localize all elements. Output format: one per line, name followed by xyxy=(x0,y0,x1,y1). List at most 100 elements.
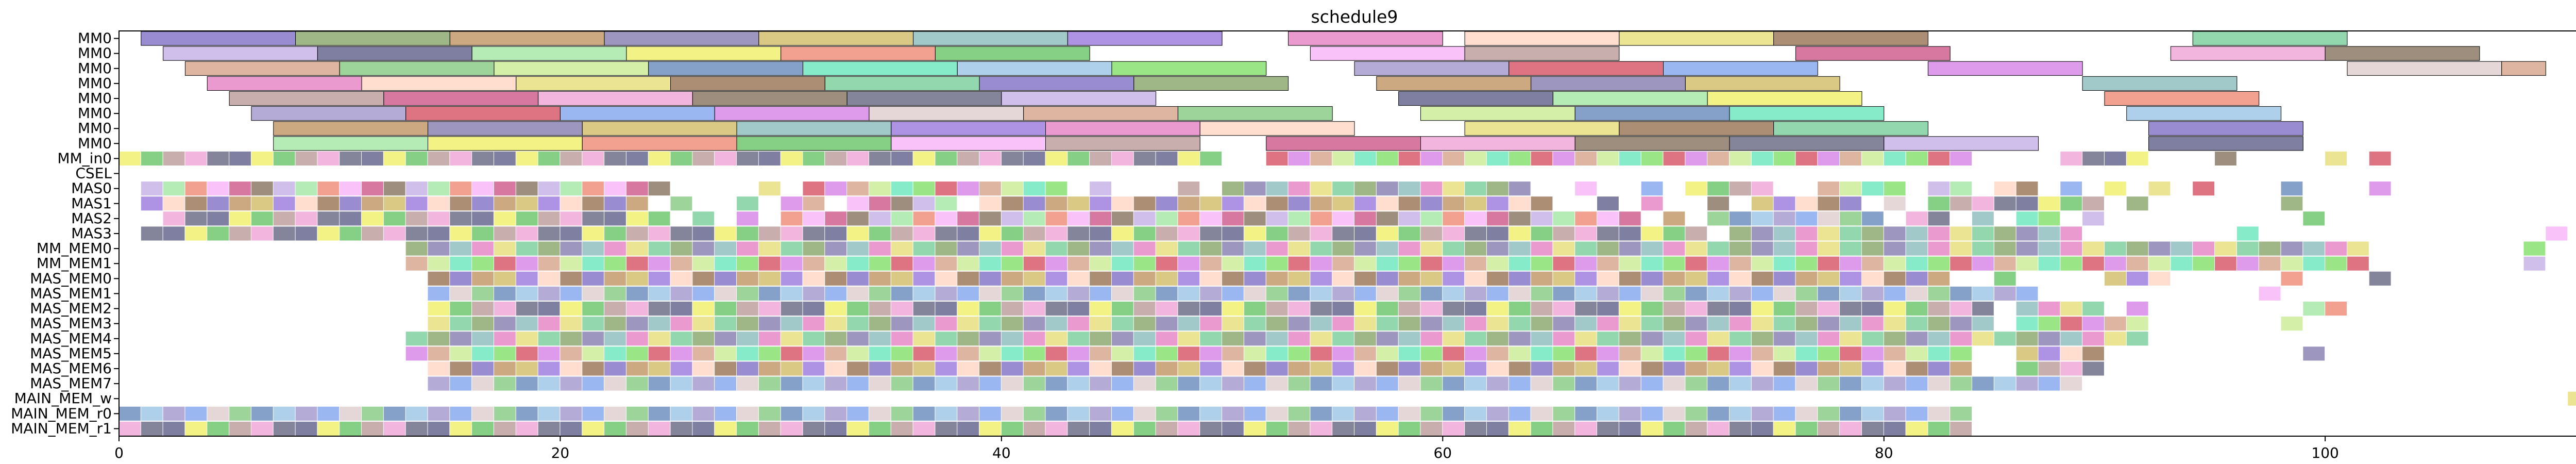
task-block xyxy=(1861,256,1884,271)
task-block xyxy=(1310,271,1332,286)
task-block xyxy=(1354,286,1376,301)
task-block xyxy=(1729,421,1751,436)
task-block xyxy=(781,406,803,421)
task-block xyxy=(1818,302,1840,316)
task-block xyxy=(2104,271,2126,286)
task-block xyxy=(1354,256,1376,271)
task-block xyxy=(869,346,891,361)
task-block xyxy=(626,181,648,196)
task-block xyxy=(1840,346,1861,361)
task-block xyxy=(670,302,692,316)
task-block xyxy=(758,317,781,331)
task-block xyxy=(1773,317,1795,331)
task-bar xyxy=(494,61,649,76)
task-block xyxy=(648,241,670,256)
task-block xyxy=(1376,241,1398,256)
task-block xyxy=(715,256,736,271)
task-block xyxy=(2060,332,2082,346)
task-block xyxy=(825,361,847,376)
task-block xyxy=(1707,211,1729,226)
task-block xyxy=(1244,196,1266,211)
task-block xyxy=(979,376,1001,391)
task-block xyxy=(1553,211,1575,226)
task-block xyxy=(1111,406,1133,421)
task-bar xyxy=(1531,76,1686,91)
task-block xyxy=(1354,226,1376,241)
task-block xyxy=(1398,181,1420,196)
task-block xyxy=(582,361,604,376)
task-block xyxy=(2193,241,2215,256)
task-block xyxy=(1884,271,1906,286)
task-block xyxy=(1354,346,1376,361)
task-block xyxy=(1884,226,1906,241)
task-block xyxy=(2038,376,2060,391)
y-tick-label: CSEL xyxy=(75,165,112,182)
task-block xyxy=(1553,286,1575,301)
task-block xyxy=(648,181,670,196)
task-bar xyxy=(1420,136,1575,151)
plot-frame xyxy=(118,30,2576,437)
task-block xyxy=(1266,317,1288,331)
task-block xyxy=(825,376,847,391)
task-block xyxy=(935,256,957,271)
task-block xyxy=(516,241,538,256)
task-block xyxy=(1928,421,1950,436)
task-block xyxy=(1950,302,1972,316)
task-block xyxy=(803,196,825,211)
task-block xyxy=(1288,406,1310,421)
task-block xyxy=(1090,332,1111,346)
y-tick-label: MAS0 xyxy=(71,180,112,197)
task-block xyxy=(737,361,758,376)
task-block xyxy=(1597,196,1619,211)
task-block xyxy=(758,421,781,436)
task-bar xyxy=(317,46,472,61)
task-block xyxy=(1133,421,1156,436)
task-block xyxy=(1663,271,1685,286)
task-block xyxy=(626,241,648,256)
task-block xyxy=(516,226,538,241)
task-bar xyxy=(1133,76,1289,91)
task-block xyxy=(1465,226,1486,241)
task-bar xyxy=(2082,76,2238,91)
task-block xyxy=(1729,302,1751,316)
task-block xyxy=(1795,376,1818,391)
task-block xyxy=(1928,317,1950,331)
task-block xyxy=(626,361,648,376)
task-block xyxy=(2215,256,2236,271)
task-block xyxy=(2568,391,2576,406)
task-bar xyxy=(670,76,825,91)
task-block xyxy=(1310,302,1332,316)
task-block xyxy=(1222,376,1244,391)
task-block xyxy=(1884,332,1906,346)
task-block xyxy=(1045,241,1067,256)
task-block xyxy=(1553,346,1575,361)
task-block xyxy=(1751,302,1773,316)
task-block xyxy=(2082,302,2104,316)
task-block xyxy=(737,226,758,241)
task-block xyxy=(781,376,803,391)
task-block xyxy=(560,211,582,226)
task-block xyxy=(1641,317,1663,331)
task-block xyxy=(1795,241,1818,256)
task-block xyxy=(979,421,1001,436)
task-block xyxy=(604,271,626,286)
task-block xyxy=(1840,317,1861,331)
task-block xyxy=(1486,376,1509,391)
task-bar xyxy=(1464,31,1620,46)
task-bar xyxy=(1111,61,1267,76)
task-block xyxy=(1486,226,1509,241)
task-bar xyxy=(449,31,605,46)
task-block xyxy=(935,211,957,226)
task-block xyxy=(1465,196,1486,211)
task-block xyxy=(935,421,957,436)
task-bar xyxy=(1574,136,1730,151)
task-block xyxy=(847,256,869,271)
task-block xyxy=(715,317,736,331)
task-block xyxy=(1465,302,1486,316)
task-block xyxy=(1465,332,1486,346)
task-bar xyxy=(1729,106,1885,121)
task-block xyxy=(1244,361,1266,376)
task-block xyxy=(1553,256,1575,271)
task-block xyxy=(1729,271,1751,286)
task-block xyxy=(405,332,428,346)
